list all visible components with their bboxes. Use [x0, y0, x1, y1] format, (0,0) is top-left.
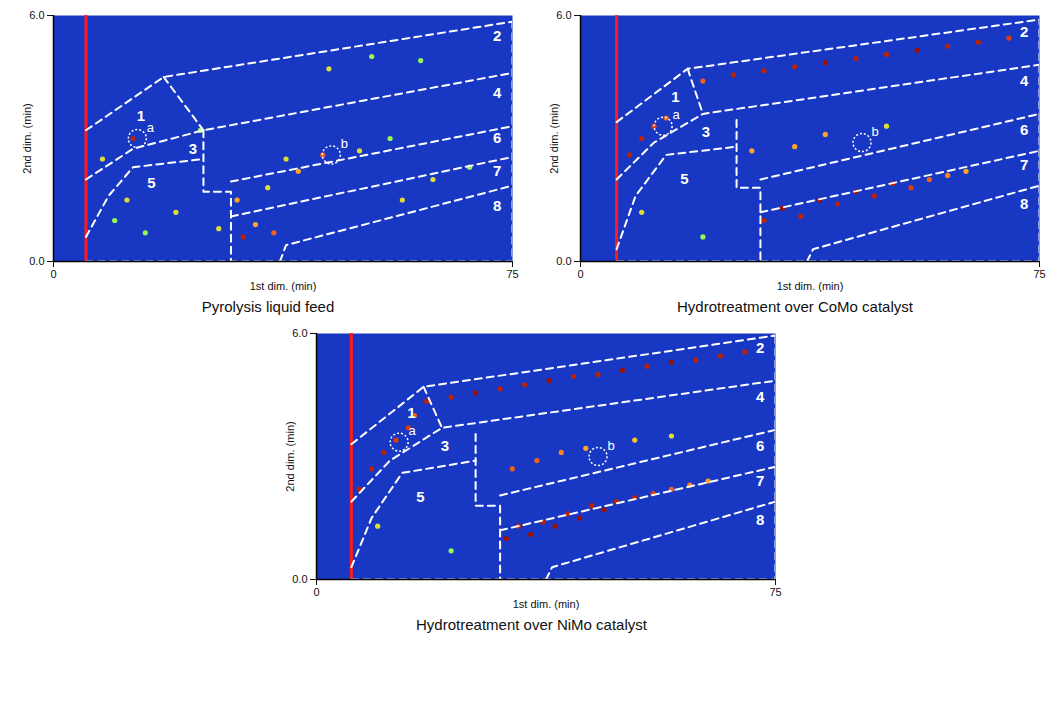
svg-text:6.0: 6.0 [556, 9, 571, 21]
svg-text:6.0: 6.0 [29, 9, 44, 21]
svg-text:75: 75 [769, 586, 781, 598]
svg-text:a: a [672, 107, 680, 122]
svg-text:0.0: 0.0 [29, 255, 44, 267]
svg-text:a: a [146, 120, 154, 135]
svg-text:b: b [607, 438, 614, 453]
svg-text:3: 3 [701, 123, 709, 140]
svg-text:2nd dim. (min): 2nd dim. (min) [284, 421, 296, 491]
svg-text:6: 6 [1020, 121, 1028, 138]
svg-text:4: 4 [493, 84, 502, 101]
svg-text:4: 4 [1020, 72, 1029, 89]
svg-text:5: 5 [680, 170, 688, 187]
svg-text:2: 2 [493, 27, 501, 44]
svg-text:7: 7 [756, 472, 764, 489]
svg-text:1: 1 [671, 88, 679, 105]
html-text:Pyrolysis liquid feed: Pyrolysis liquid feed [201, 298, 335, 315]
svg-text:8: 8 [493, 197, 501, 214]
svg-text:7: 7 [493, 162, 501, 179]
svg-text:b: b [340, 136, 347, 151]
svg-text:5: 5 [416, 488, 424, 505]
svg-text:0.0: 0.0 [292, 573, 307, 585]
svg-text:2: 2 [756, 339, 764, 356]
svg-text:4: 4 [756, 388, 765, 405]
svg-text:3: 3 [188, 140, 196, 157]
svg-text:0.0: 0.0 [556, 255, 571, 267]
svg-text:7: 7 [1020, 156, 1028, 173]
svg-text:6.0: 6.0 [292, 327, 307, 339]
svg-text:2: 2 [1020, 23, 1028, 40]
svg-text:75: 75 [1033, 268, 1045, 280]
svg-text:5: 5 [147, 174, 155, 191]
svg-text:8: 8 [1020, 195, 1028, 212]
html-text:Hydrotreatment over CoMo catal: Hydrotreatment over CoMo catalyst [677, 298, 913, 315]
svg-text:1st dim. (min): 1st dim. (min) [249, 280, 316, 292]
svg-text:2nd dim. (min): 2nd dim. (min) [548, 103, 560, 173]
svg-text:0: 0 [50, 268, 56, 280]
svg-text:6: 6 [756, 437, 764, 454]
html-text:Hydrotreatment over NiMo catal: Hydrotreatment over NiMo catalyst [416, 616, 647, 633]
svg-text:1: 1 [407, 404, 415, 421]
svg-text:0: 0 [313, 586, 319, 598]
svg-text:1: 1 [136, 107, 144, 124]
svg-text:2nd dim. (min): 2nd dim. (min) [21, 103, 33, 173]
svg-text:75: 75 [506, 268, 518, 280]
svg-text:8: 8 [756, 511, 764, 528]
svg-text:1st dim. (min): 1st dim. (min) [776, 280, 843, 292]
svg-text:a: a [409, 423, 417, 438]
svg-text:6: 6 [493, 129, 501, 146]
svg-text:1st dim. (min): 1st dim. (min) [513, 598, 580, 610]
svg-text:b: b [871, 124, 878, 139]
svg-text:3: 3 [441, 437, 449, 454]
svg-text:0: 0 [577, 268, 583, 280]
